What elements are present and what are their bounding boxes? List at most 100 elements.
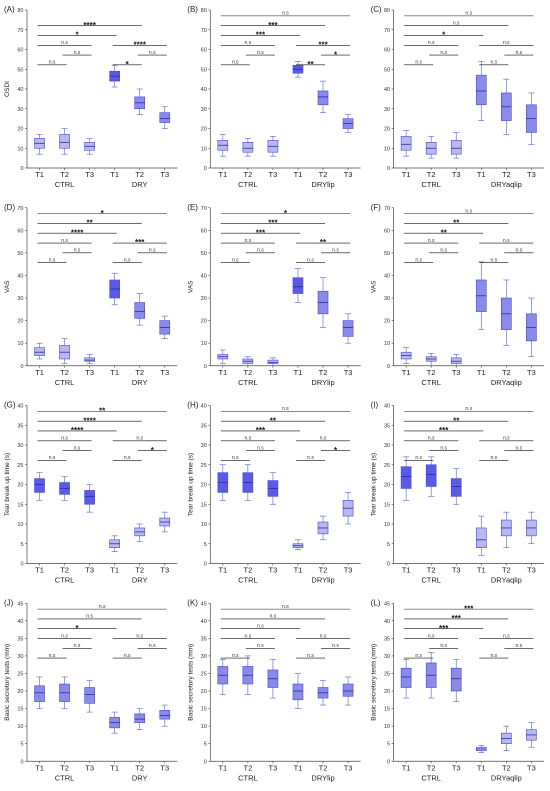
- sig-label: n.s: [490, 455, 497, 461]
- box-iqr: [34, 347, 45, 356]
- box-1: [400, 130, 412, 157]
- sig-label: **: [270, 416, 277, 425]
- y-tick-label: 70: [201, 28, 207, 34]
- y-tick-label: 35: [201, 636, 207, 642]
- sig-bracket: ***: [220, 426, 300, 435]
- x-tick-label: T3: [452, 763, 461, 772]
- sig-bracket: n.s: [404, 60, 434, 66]
- sig-bracket: n.s: [404, 653, 434, 659]
- x-tick-label: T1: [218, 368, 227, 377]
- box-iqr: [342, 683, 354, 697]
- x-tick-label: T1: [35, 566, 44, 575]
- y-tick-label: 10: [17, 146, 23, 152]
- y-tick-label: 20: [384, 689, 390, 695]
- group-label: DRY: [132, 576, 148, 585]
- sig-bracket: n.s: [479, 238, 534, 244]
- y-tick-label: 30: [384, 654, 390, 660]
- sig-bracket: n.s: [137, 248, 167, 254]
- sig-bracket: n.s: [37, 40, 92, 46]
- sig-bracket: *: [37, 209, 167, 218]
- y-tick-label: 15: [17, 502, 23, 508]
- y-tick-label: 15: [17, 707, 23, 713]
- box-iqr: [84, 687, 95, 704]
- box-4: [475, 261, 487, 330]
- x-tick-label: T1: [294, 170, 303, 179]
- sig-bracket: n.s: [504, 643, 534, 649]
- x-tick-label: T2: [319, 170, 328, 179]
- sig-label: n.s: [503, 633, 510, 639]
- box-2: [59, 476, 70, 501]
- panel-label: (J): [4, 598, 14, 607]
- x-tick-label: T3: [160, 170, 169, 179]
- box-4: [109, 711, 120, 734]
- box-4: [292, 268, 304, 303]
- sig-label: n.s: [516, 50, 523, 56]
- sig-bracket: n.s: [245, 445, 275, 451]
- sig-label: n.s: [245, 40, 252, 46]
- y-tick-label: 20: [201, 483, 207, 489]
- group-label: CTRL: [55, 773, 75, 782]
- sig-label: *: [126, 60, 130, 69]
- sig-bracket: n.s: [404, 406, 534, 412]
- sig-label: n.s: [74, 248, 81, 254]
- sig-bracket: n.s: [220, 604, 351, 610]
- sig-bracket: n.s: [220, 633, 275, 639]
- panel-k: (K) Basic secretory tests (mm) 0 5 10 15 20 25 3…: [187, 598, 361, 782]
- sig-bracket: **: [404, 219, 509, 228]
- x-tick-label: T2: [60, 566, 69, 575]
- x-tick-label: T3: [160, 368, 169, 377]
- sig-label: n.s: [124, 455, 131, 461]
- x-tick-label: T3: [452, 170, 461, 179]
- sig-bracket: n.s: [429, 643, 459, 649]
- sig-label: n.s: [415, 653, 422, 659]
- box-2: [242, 356, 254, 367]
- box-2: [425, 652, 437, 699]
- sig-label: n.s: [307, 257, 314, 263]
- x-tick-label: T1: [402, 170, 411, 179]
- x-tick-label: T3: [527, 763, 536, 772]
- box-3: [450, 354, 462, 367]
- y-tick-label: 25: [384, 671, 390, 677]
- sig-bracket: *: [220, 209, 351, 218]
- y-tick-label: 0: [387, 166, 390, 172]
- sig-label: n.s: [415, 257, 422, 263]
- sig-label: n.s: [516, 445, 523, 451]
- sig-bracket: n.s: [404, 238, 459, 244]
- panel-label: (I): [371, 401, 379, 410]
- box-2: [59, 676, 70, 709]
- x-tick-label: T3: [452, 566, 461, 575]
- sig-bracket: n.s: [220, 406, 351, 412]
- box-iqr: [425, 464, 437, 487]
- sig-bracket: n.s: [404, 436, 459, 442]
- box-6: [526, 511, 537, 545]
- panel-label: (K): [187, 598, 198, 607]
- sig-label: n.s: [503, 238, 510, 244]
- panel-a: (A) OSDI 0 10 20 30 40 50 60 70 80 T1 T2 T3 T1 T2 T3 CTRL…: [4, 5, 178, 189]
- x-tick-label: T1: [477, 763, 486, 772]
- x-tick-label: T2: [319, 763, 328, 772]
- box-iqr: [292, 277, 304, 294]
- x-tick-label: T3: [85, 566, 94, 575]
- sig-bracket: *: [321, 50, 351, 59]
- panel-label: (C): [371, 5, 382, 14]
- sig-bracket: n.s: [62, 643, 92, 649]
- sig-bracket: n.s: [37, 633, 92, 639]
- y-axis-label: Tear break up time (s): [4, 453, 11, 516]
- sig-bracket: n.s: [220, 653, 250, 659]
- y-tick-label: 60: [17, 228, 23, 234]
- sig-label: n.s: [61, 633, 68, 639]
- y-tick-label: 60: [384, 48, 390, 54]
- box-1: [34, 676, 45, 709]
- sig-bracket: ***: [220, 31, 300, 40]
- y-tick-label: 20: [17, 483, 23, 489]
- sig-label: n.s: [86, 614, 93, 620]
- sig-bracket: n.s: [112, 653, 142, 659]
- panel-l: (L) Basic secretory tests (mm) 0 5 10 15 20 25 3…: [371, 598, 544, 782]
- box-5: [134, 523, 146, 543]
- panel-label: (F): [371, 203, 382, 212]
- box-2: [59, 128, 70, 155]
- y-tick-label: 10: [17, 724, 23, 730]
- x-tick-label: T2: [243, 368, 252, 377]
- sig-label: **: [320, 238, 327, 247]
- x-tick-label: T3: [344, 368, 353, 377]
